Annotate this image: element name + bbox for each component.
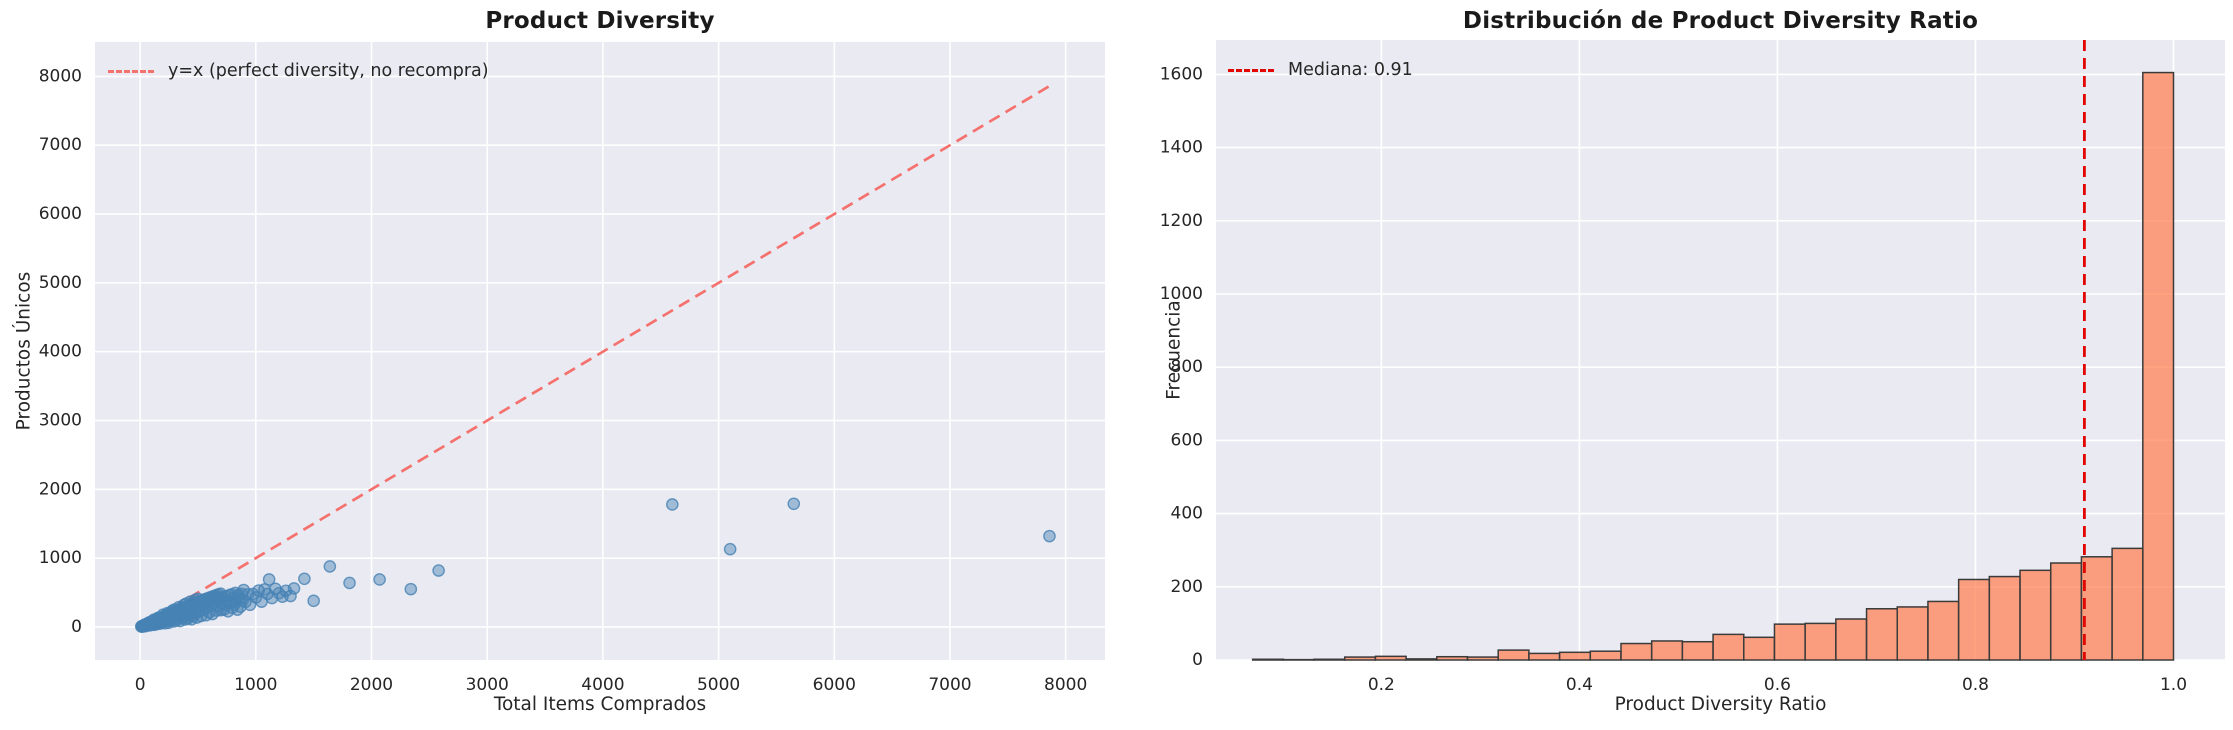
svg-text:8000: 8000 bbox=[1044, 675, 1087, 695]
svg-text:0: 0 bbox=[135, 675, 146, 695]
svg-text:2000: 2000 bbox=[39, 479, 82, 499]
svg-text:0.8: 0.8 bbox=[1962, 675, 1989, 695]
histogram-title: Distribución de Product Diversity Ratio bbox=[1462, 8, 1979, 34]
svg-text:3000: 3000 bbox=[39, 411, 82, 431]
scatter-yaxis-label: Productos Únicos bbox=[13, 271, 35, 431]
scatter-title: Product Diversity bbox=[485, 8, 715, 34]
svg-text:0.2: 0.2 bbox=[1368, 675, 1395, 695]
svg-text:1000: 1000 bbox=[1160, 284, 1203, 304]
svg-text:1.0: 1.0 bbox=[2160, 675, 2187, 695]
svg-text:0: 0 bbox=[1192, 650, 1203, 670]
svg-text:1400: 1400 bbox=[1160, 138, 1203, 158]
svg-text:2000: 2000 bbox=[350, 675, 393, 695]
svg-text:4000: 4000 bbox=[39, 342, 82, 362]
svg-text:8000: 8000 bbox=[39, 66, 82, 86]
histogram-legend-label: Mediana: 0.91 bbox=[1288, 60, 1413, 80]
svg-text:4000: 4000 bbox=[581, 675, 624, 695]
svg-text:7000: 7000 bbox=[928, 675, 971, 695]
svg-text:1000: 1000 bbox=[234, 675, 277, 695]
svg-text:7000: 7000 bbox=[39, 135, 82, 155]
identity-line-swatch-icon bbox=[108, 69, 154, 73]
svg-text:0: 0 bbox=[71, 617, 82, 637]
histogram-legend: Mediana: 0.91 bbox=[1228, 60, 1413, 80]
scatter-panel: 0 1000 2000 3000 4000 5000 6000 7000 8000 0 1000 20… bbox=[0, 0, 1116, 730]
svg-text:1600: 1600 bbox=[1160, 64, 1203, 84]
svg-text:5000: 5000 bbox=[39, 273, 82, 293]
svg-text:200: 200 bbox=[1171, 577, 1203, 597]
svg-text:0.4: 0.4 bbox=[1566, 675, 1593, 695]
svg-text:5000: 5000 bbox=[697, 675, 740, 695]
svg-text:600: 600 bbox=[1171, 430, 1203, 450]
svg-text:1200: 1200 bbox=[1160, 211, 1203, 231]
svg-text:6000: 6000 bbox=[39, 204, 82, 224]
svg-text:0.6: 0.6 bbox=[1764, 675, 1791, 695]
histogram-plot-canvas: 0.2 0.4 0.6 0.8 1.0 0 200 400 600 800 1000 1200 1400… bbox=[1160, 40, 2225, 695]
median-line-swatch-icon bbox=[1228, 68, 1274, 72]
scatter-legend: y=x (perfect diversity, no recompra) bbox=[108, 61, 489, 81]
svg-text:400: 400 bbox=[1171, 504, 1203, 524]
histogram-panel: 0.2 0.4 0.6 0.8 1.0 0 200 400 600 800 1000 1200 1400… bbox=[1116, 0, 2233, 730]
svg-text:800: 800 bbox=[1171, 357, 1203, 377]
histogram-yaxis-label: Frecuencia bbox=[1163, 300, 1185, 400]
scatter-xaxis-label: Total Items Comprados bbox=[493, 694, 707, 715]
svg-text:6000: 6000 bbox=[813, 675, 856, 695]
svg-text:1000: 1000 bbox=[39, 548, 82, 568]
svg-text:3000: 3000 bbox=[466, 675, 509, 695]
histogram-xaxis-label: Product Diversity Ratio bbox=[1614, 694, 1827, 715]
scatter-legend-label: y=x (perfect diversity, no recompra) bbox=[168, 61, 489, 81]
scatter-plot-canvas: 0 1000 2000 3000 4000 5000 6000 7000 8000 0 1000 20… bbox=[39, 42, 1105, 695]
